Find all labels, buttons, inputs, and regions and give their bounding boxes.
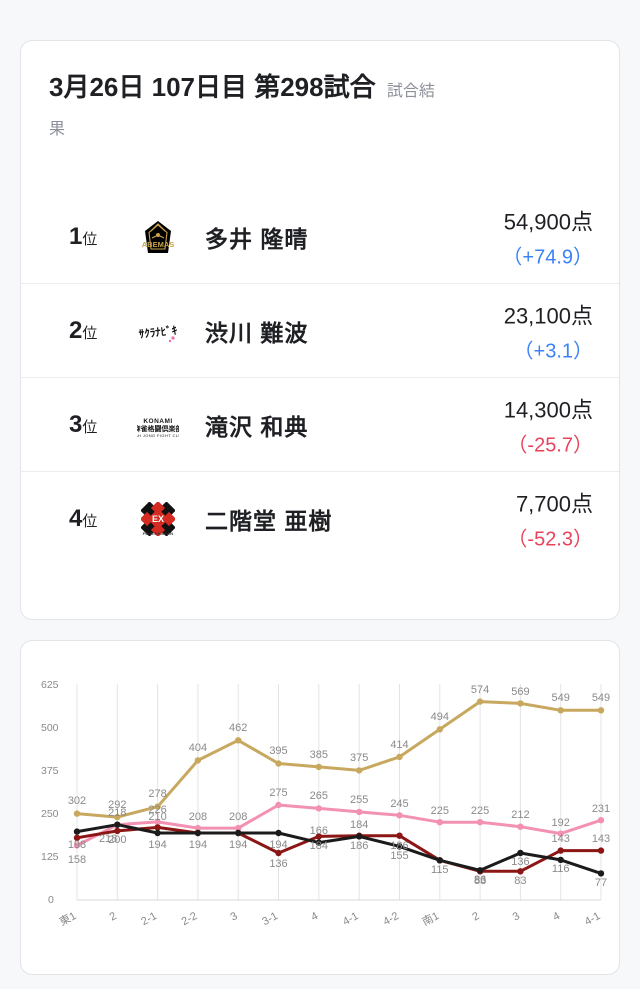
svg-text:375: 375 (350, 752, 368, 764)
svg-text:FU-RINKAZAN: FU-RINKAZAN (143, 531, 174, 536)
svg-text:麻雀格闘倶楽部: 麻雀格闘倶楽部 (137, 424, 179, 433)
svg-text:125: 125 (41, 851, 59, 863)
svg-text:494: 494 (431, 711, 449, 723)
svg-text:625: 625 (41, 679, 59, 691)
svg-text:231: 231 (592, 803, 610, 815)
svg-text:2-1: 2-1 (139, 910, 159, 928)
svg-text:83: 83 (474, 875, 486, 887)
svg-text:225: 225 (431, 805, 449, 817)
svg-text:143: 143 (592, 833, 610, 845)
svg-text:500: 500 (41, 722, 59, 734)
svg-text:83: 83 (514, 875, 526, 887)
svg-text:166: 166 (310, 825, 328, 837)
svg-text:143: 143 (552, 833, 570, 845)
svg-text:3: 3 (511, 910, 522, 923)
svg-text:南1: 南1 (420, 909, 441, 929)
svg-text:116: 116 (552, 863, 570, 875)
svg-text:569: 569 (511, 686, 529, 698)
svg-text:184: 184 (310, 840, 328, 852)
svg-text:194: 194 (189, 839, 207, 851)
svg-text:2: 2 (470, 910, 481, 923)
svg-text:250: 250 (41, 808, 59, 820)
svg-text:265: 265 (310, 790, 328, 802)
svg-text:208: 208 (189, 811, 207, 823)
svg-text:184: 184 (350, 819, 368, 831)
svg-text:KONAMI: KONAMI (143, 418, 172, 425)
svg-text:404: 404 (189, 742, 207, 754)
svg-text:275: 275 (269, 787, 287, 799)
svg-text:2: 2 (108, 910, 119, 923)
svg-text:0: 0 (48, 894, 54, 906)
svg-text:198: 198 (68, 839, 86, 851)
svg-text:194: 194 (148, 839, 166, 851)
svg-text:200: 200 (108, 834, 126, 846)
svg-text:4: 4 (309, 910, 320, 923)
svg-text:4-1: 4-1 (583, 910, 603, 928)
svg-text:225: 225 (471, 805, 489, 817)
svg-text:158: 158 (68, 854, 86, 866)
svg-text:208: 208 (229, 811, 247, 823)
svg-text:278: 278 (148, 788, 166, 800)
svg-text:255: 255 (350, 794, 368, 806)
svg-text:2-2: 2-2 (180, 910, 200, 928)
svg-text:186: 186 (350, 840, 368, 852)
svg-text:EX: EX (152, 514, 164, 524)
svg-text:549: 549 (592, 692, 610, 704)
svg-text:194: 194 (269, 839, 287, 851)
svg-text:136: 136 (511, 856, 529, 868)
svg-text:4-2: 4-2 (381, 910, 401, 928)
svg-text:136: 136 (269, 858, 287, 870)
svg-text:194: 194 (229, 839, 247, 851)
svg-text:212: 212 (511, 809, 529, 821)
svg-text:東1: 東1 (57, 909, 78, 929)
svg-text:186: 186 (390, 840, 408, 852)
svg-text:574: 574 (471, 684, 489, 696)
svg-text:ABEMAS: ABEMAS (142, 240, 175, 249)
svg-text:192: 192 (552, 817, 570, 829)
svg-text:3-1: 3-1 (260, 910, 280, 928)
svg-text:210: 210 (148, 811, 166, 823)
svg-text:245: 245 (390, 798, 408, 810)
svg-text:414: 414 (390, 739, 408, 751)
svg-text:395: 395 (269, 745, 287, 757)
svg-text:115: 115 (431, 864, 449, 876)
svg-text:462: 462 (229, 722, 247, 734)
svg-text:549: 549 (552, 692, 570, 704)
svg-text:77: 77 (595, 877, 607, 889)
svg-text:375: 375 (41, 765, 59, 777)
svg-text:4-1: 4-1 (341, 910, 361, 928)
svg-text:302: 302 (68, 795, 86, 807)
svg-text:4: 4 (551, 910, 562, 923)
svg-text:MAH JONG FIGHT CLUB: MAH JONG FIGHT CLUB (137, 433, 179, 438)
svg-text:385: 385 (310, 749, 328, 761)
svg-text:3: 3 (229, 910, 240, 923)
svg-text:218: 218 (108, 807, 126, 819)
